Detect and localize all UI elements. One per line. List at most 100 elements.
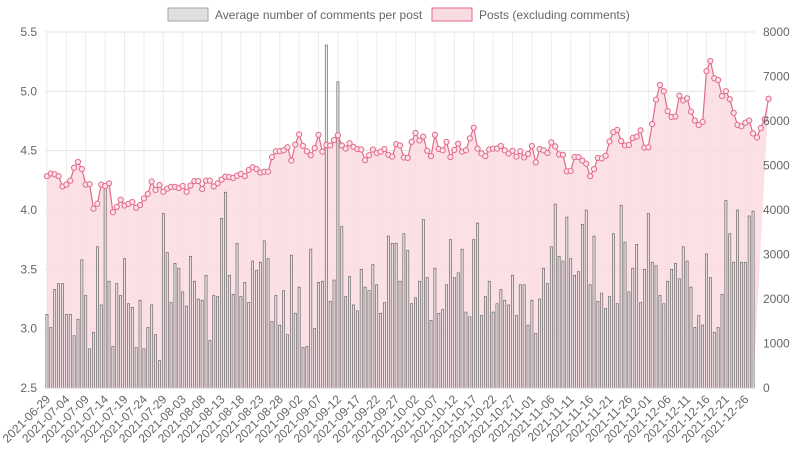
bar[interactable] [115,283,119,389]
posts-point[interactable] [660,88,667,95]
posts-point[interactable] [67,177,74,184]
bar[interactable] [200,299,204,389]
bar[interactable] [712,331,716,389]
posts-point[interactable] [431,131,439,138]
posts-point[interactable] [86,181,93,188]
posts-point[interactable] [606,138,613,145]
bar[interactable] [518,284,522,389]
posts-point[interactable] [424,147,431,154]
bar[interactable] [697,315,701,389]
bar[interactable] [161,213,165,389]
bar[interactable] [53,289,57,389]
posts-point[interactable] [105,180,113,187]
posts-point[interactable] [718,92,726,100]
bar[interactable] [258,261,262,389]
bar[interactable] [243,282,247,389]
posts-point[interactable] [416,137,423,144]
bar[interactable] [592,235,596,389]
bar[interactable] [173,263,177,389]
bar[interactable] [375,284,379,389]
posts-point[interactable] [590,165,598,173]
bar[interactable] [328,301,332,389]
bar[interactable] [282,290,285,389]
bar[interactable] [584,209,588,389]
bar[interactable] [588,284,592,389]
posts-point[interactable] [451,146,458,154]
bar[interactable] [80,259,84,389]
bar[interactable] [709,277,712,389]
posts-point[interactable] [369,146,376,153]
bar[interactable] [220,218,223,389]
bar[interactable] [670,269,673,389]
bar[interactable] [216,296,220,389]
posts-point[interactable] [55,173,62,180]
posts-point[interactable] [268,153,276,161]
legend-swatch-comments[interactable] [167,7,209,22]
bar[interactable] [309,248,313,389]
bar[interactable] [511,274,514,389]
bar[interactable] [573,274,576,389]
posts-point[interactable] [765,95,772,102]
bar[interactable] [177,267,181,389]
posts-point[interactable] [466,135,473,142]
bar[interactable] [433,267,437,389]
posts-point[interactable] [524,150,532,158]
bar[interactable] [546,283,549,389]
bar[interactable] [596,301,600,389]
bar[interactable] [421,219,425,389]
posts-point[interactable] [587,173,594,180]
bar[interactable] [418,280,421,389]
posts-point[interactable] [389,153,396,160]
bar[interactable] [495,303,499,389]
bar[interactable] [278,324,282,389]
bar[interactable] [662,303,666,389]
bar[interactable] [751,210,755,389]
bar[interactable] [158,360,161,389]
posts-point[interactable] [144,190,151,198]
posts-point[interactable] [482,153,489,160]
posts-point[interactable] [70,164,78,171]
posts-point[interactable] [253,165,260,173]
bar[interactable] [612,233,615,389]
posts-point[interactable] [652,96,660,103]
posts-point[interactable] [761,116,768,123]
bar[interactable] [49,327,53,389]
bar[interactable] [724,200,728,389]
bar[interactable] [123,258,126,389]
bar[interactable] [235,242,239,389]
posts-point[interactable] [559,151,567,158]
posts-point[interactable] [544,149,551,157]
bar[interactable] [639,302,642,389]
posts-point[interactable] [241,173,248,180]
posts-point[interactable] [396,142,404,149]
posts-point[interactable] [136,202,144,209]
bar[interactable] [747,215,751,389]
bar[interactable] [394,242,398,389]
bar[interactable] [127,303,130,389]
posts-point[interactable] [381,145,388,153]
bar[interactable] [251,260,254,389]
bar[interactable] [577,271,580,389]
bar[interactable] [317,282,320,389]
bar[interactable] [530,299,534,389]
bar[interactable] [464,311,468,389]
posts-point[interactable] [327,142,334,149]
posts-point[interactable] [730,109,737,117]
posts-point[interactable] [753,134,761,141]
bar[interactable] [352,304,355,389]
bar[interactable] [646,213,650,389]
bar[interactable] [270,321,274,389]
bar[interactable] [138,299,142,389]
bar[interactable] [445,284,448,389]
bar[interactable] [371,264,375,389]
bar[interactable] [685,260,689,389]
posts-point[interactable] [552,143,559,150]
posts-point[interactable] [292,141,299,148]
bar[interactable] [743,261,747,389]
posts-point[interactable] [315,131,322,138]
bar[interactable] [491,311,495,389]
posts-point[interactable] [218,176,225,183]
bar[interactable] [274,295,278,389]
posts-point[interactable] [695,121,702,129]
bar[interactable] [468,316,472,389]
